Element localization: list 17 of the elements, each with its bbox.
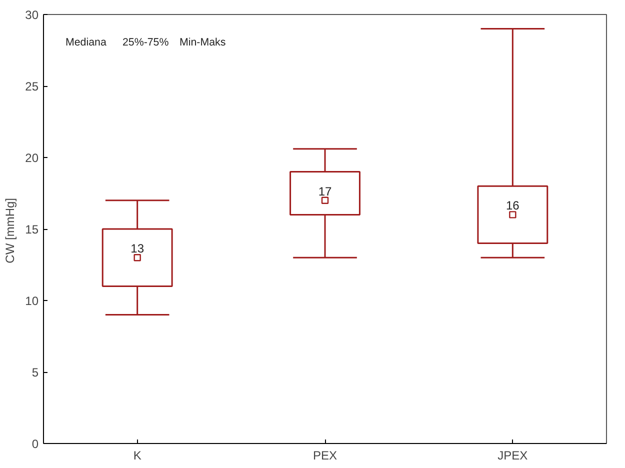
y-tick-label: 10 [25, 294, 39, 308]
y-tick-label: 15 [25, 222, 39, 236]
text: 16 [506, 198, 520, 213]
x-tick-label: K [133, 448, 142, 462]
annotation: Mediana [66, 36, 106, 48]
text: 13 [130, 242, 144, 256]
y-tick-label: 20 [25, 151, 39, 165]
x-tick-label: JPEX [498, 448, 528, 462]
text: 17 [318, 184, 332, 198]
annotation: 25%-75% [122, 36, 170, 48]
y-tick-label: 5 [32, 366, 39, 380]
y-tick-label: 25 [25, 80, 39, 94]
y-tick-label: 0 [32, 437, 39, 451]
y-axis-title: CW [mmHg] [3, 198, 18, 264]
annotation: Min-Maks [180, 36, 226, 48]
y-tick-label: 30 [25, 8, 39, 22]
x-tick-label: PEX [312, 448, 338, 462]
